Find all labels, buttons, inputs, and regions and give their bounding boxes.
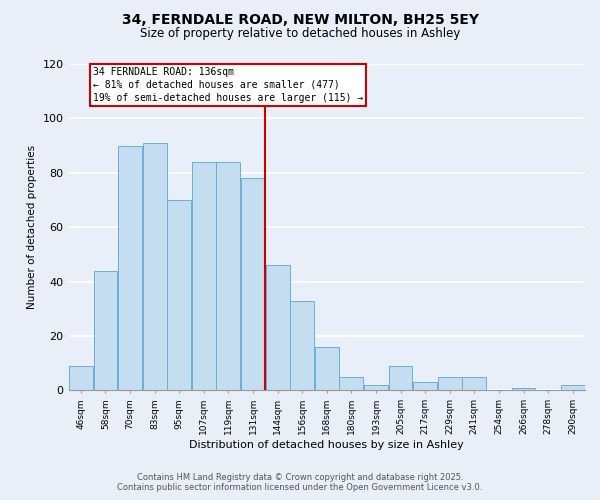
- Bar: [167, 200, 191, 390]
- Bar: [413, 382, 437, 390]
- Bar: [290, 300, 314, 390]
- Bar: [143, 143, 167, 390]
- Bar: [69, 366, 93, 390]
- Bar: [241, 178, 265, 390]
- Bar: [561, 385, 584, 390]
- Bar: [463, 377, 486, 390]
- Text: 34, FERNDALE ROAD, NEW MILTON, BH25 5EY: 34, FERNDALE ROAD, NEW MILTON, BH25 5EY: [121, 12, 479, 26]
- Bar: [217, 162, 241, 390]
- Bar: [364, 385, 388, 390]
- Bar: [266, 266, 290, 390]
- Bar: [315, 347, 338, 391]
- Text: Size of property relative to detached houses in Ashley: Size of property relative to detached ho…: [140, 28, 460, 40]
- Text: 34 FERNDALE ROAD: 136sqm
← 81% of detached houses are smaller (477)
19% of semi-: 34 FERNDALE ROAD: 136sqm ← 81% of detach…: [93, 66, 364, 103]
- Text: Contains HM Land Registry data © Crown copyright and database right 2025.
Contai: Contains HM Land Registry data © Crown c…: [118, 473, 482, 492]
- Bar: [94, 270, 118, 390]
- Bar: [389, 366, 412, 390]
- Bar: [340, 377, 363, 390]
- X-axis label: Distribution of detached houses by size in Ashley: Distribution of detached houses by size …: [190, 440, 464, 450]
- Bar: [438, 377, 461, 390]
- Bar: [118, 146, 142, 390]
- Y-axis label: Number of detached properties: Number of detached properties: [27, 145, 37, 310]
- Bar: [192, 162, 216, 390]
- Bar: [512, 388, 535, 390]
